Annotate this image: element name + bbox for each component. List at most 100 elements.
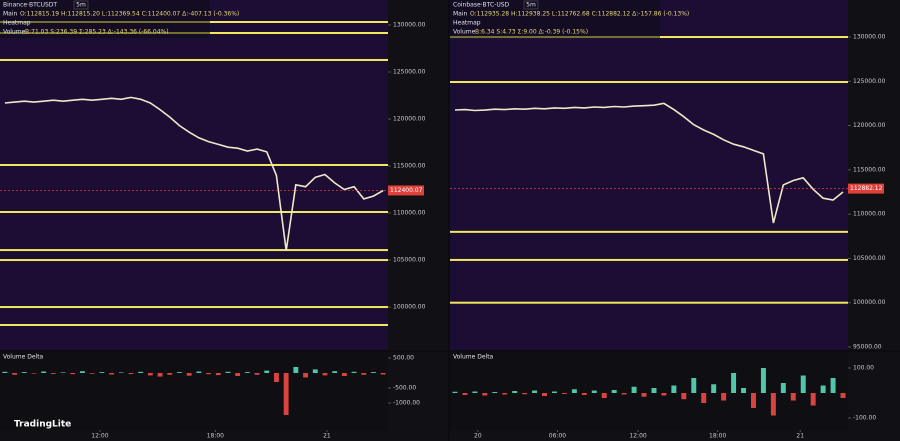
delta-bar — [581, 393, 587, 395]
interval-box — [523, 0, 539, 10]
delta-bar — [731, 373, 737, 393]
delta-bar — [611, 390, 617, 393]
delta-tick-label: -100.00 — [853, 415, 876, 422]
price-tick-label: 100000.00 — [393, 304, 426, 311]
delta-bar — [711, 384, 717, 393]
delta-bar — [177, 372, 182, 373]
liquidity-level — [450, 230, 848, 233]
volume-label: Volume — [3, 29, 26, 36]
time-tick-label: 21 — [796, 433, 804, 440]
interval: 5m — [76, 2, 86, 9]
delta-bar — [800, 375, 806, 393]
delta-tick-label: -500.00 — [393, 385, 416, 392]
delta-bar — [341, 373, 347, 376]
price-tick-label: 125000.00 — [853, 78, 886, 85]
header-bg — [450, 0, 660, 38]
delta-bar — [741, 388, 747, 393]
delta-bar — [780, 383, 786, 393]
volume-values: B:6.34 S:4.73 Σ:9.00 Δ:-0.39 (-0.15%) — [475, 29, 588, 36]
delta-bar — [512, 391, 518, 393]
delta-bar — [128, 373, 134, 375]
liquidity-level — [450, 81, 848, 84]
delta-bar — [522, 393, 528, 395]
delta-bar — [561, 393, 567, 394]
delta-bar — [551, 391, 557, 393]
delta-bar — [215, 373, 221, 376]
delta-bar — [254, 373, 260, 375]
liquidity-level — [0, 323, 388, 326]
header-bg — [0, 0, 210, 38]
delta-pane — [0, 352, 388, 430]
delta-bar — [621, 393, 627, 395]
liquidity-level — [0, 259, 388, 262]
time-axis — [0, 430, 448, 441]
delta-bar — [452, 391, 458, 393]
delta-pane — [450, 352, 848, 430]
delta-bar — [109, 373, 114, 375]
delta-bar — [2, 371, 8, 373]
price-tick-label: 115000.00 — [393, 163, 426, 170]
delta-bar — [631, 386, 637, 393]
delta-bar — [351, 371, 357, 373]
time-tick-label: 18:00 — [709, 433, 726, 440]
delta-bar — [790, 393, 796, 401]
delta-bar — [380, 373, 386, 375]
price-tick-label: 110000.00 — [853, 211, 886, 218]
delta-bar — [371, 372, 376, 373]
price-tick-label: 120000.00 — [393, 116, 426, 123]
time-tick-label: 18:00 — [207, 433, 224, 440]
delta-bar — [542, 393, 548, 396]
price-tick-label: 105000.00 — [853, 255, 886, 262]
delta-bar — [99, 372, 105, 373]
delta-bar — [361, 373, 367, 375]
liquidity-level — [0, 306, 388, 309]
delta-bar — [186, 373, 192, 376]
delta-bar — [671, 385, 677, 393]
delta-bar — [244, 372, 250, 373]
last-price-badge — [388, 185, 424, 196]
delta-bar — [118, 372, 124, 373]
delta-bar — [820, 385, 826, 393]
liquidity-level — [450, 301, 848, 304]
delta-bar — [283, 373, 289, 415]
delta-tick-label: -1000.00 — [393, 400, 420, 407]
price-line — [454, 102, 844, 224]
symbol: Binance·BTCUSDT — [3, 2, 57, 9]
volume-label: Volume — [453, 29, 476, 36]
delta-bar — [167, 373, 173, 375]
delta-bar — [89, 373, 95, 374]
price-tick-label: 95000.00 — [853, 343, 882, 350]
delta-bar — [206, 373, 211, 375]
delta-bar — [681, 393, 687, 400]
price-axis — [388, 0, 448, 350]
delta-bar — [840, 393, 846, 398]
delta-bar — [138, 371, 144, 373]
time-tick-label: 12:00 — [91, 433, 108, 440]
price-tick-label: 130000.00 — [393, 22, 426, 29]
price-pane — [0, 0, 388, 350]
delta-bar — [31, 373, 37, 374]
delta-bar — [492, 392, 498, 393]
delta-bar — [12, 373, 17, 375]
last-price-label: 112400.07 — [390, 187, 423, 194]
delta-bar — [472, 391, 478, 393]
interval-box — [73, 0, 89, 10]
delta-bar — [80, 371, 85, 373]
delta-bar — [532, 390, 538, 393]
delta-bar — [571, 389, 577, 393]
price-line — [4, 96, 384, 251]
delta-bar — [196, 371, 202, 373]
delta-bar — [70, 373, 76, 375]
delta-bar — [701, 393, 707, 403]
price-tick-label: 125000.00 — [393, 69, 426, 76]
delta-axis — [848, 352, 900, 430]
delta-bar — [293, 367, 299, 373]
delta-bar — [661, 393, 667, 396]
delta-bar — [810, 393, 816, 406]
volume-values: B:71.03 S:236.39 Σ:285.23 Δ:-143.36 (-66… — [25, 29, 169, 36]
delta-tick-label: 100.00 — [853, 365, 874, 372]
price-tick-label: 105000.00 — [393, 257, 426, 264]
delta-bar — [157, 373, 163, 377]
heatmap-label: Heatmap — [3, 20, 31, 27]
main-ohlc: O:112935.28 H:112938.25 L:112762.68 C:11… — [470, 11, 689, 18]
